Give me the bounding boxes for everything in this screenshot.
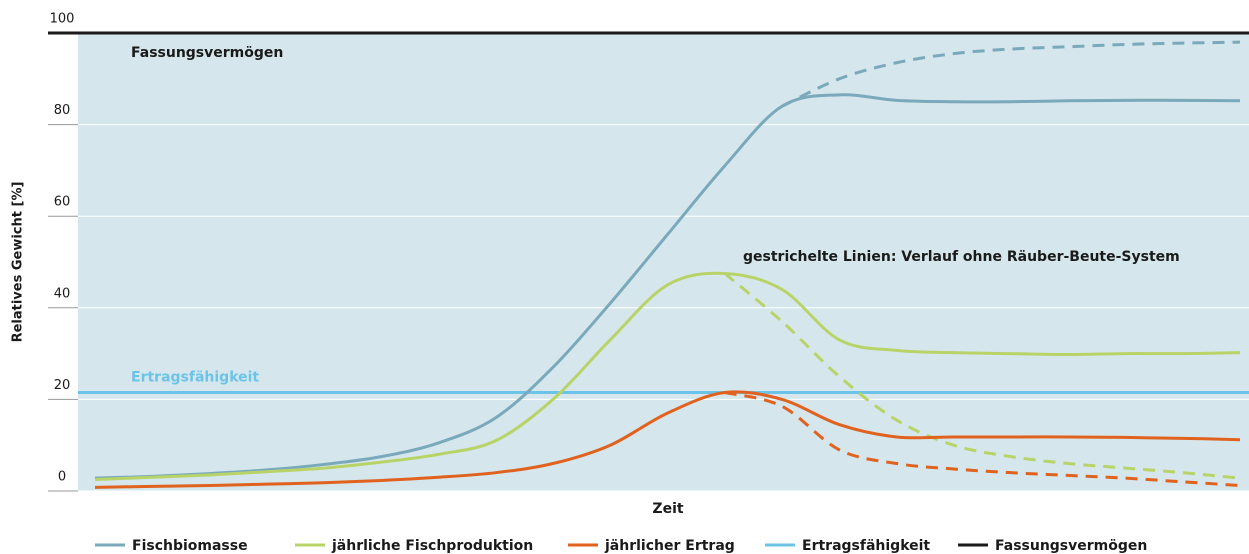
legend-label: jährliche Fischproduktion: [331, 538, 533, 554]
annotation: gestrichelte Linien: Verlauf ohne Räuber…: [743, 249, 1180, 265]
reference-label: Fassungsvermögen: [131, 45, 283, 61]
y-tick-label: 100: [50, 12, 75, 27]
y-tick-label: 60: [54, 195, 71, 210]
y-tick-label: 20: [54, 378, 71, 393]
line: [94, 93, 1241, 480]
x-axis-label: Zeit: [652, 501, 683, 517]
y-tick-label: 40: [54, 286, 71, 301]
reference-label: Ertragsfähigkeit: [131, 370, 259, 386]
y-axis-label: Relatives Gewicht [%]: [11, 182, 26, 343]
dashed-line: [723, 272, 1241, 480]
legend-label: Fischbiomasse: [132, 538, 248, 554]
y-tick-label: 0: [58, 470, 66, 485]
y-tick-label: 80: [54, 103, 71, 118]
legend-label: Ertragsfähigkeit: [802, 538, 930, 554]
legend-label: jährlicher Ertrag: [604, 538, 735, 554]
legend-label: Fassungsvermögen: [995, 538, 1147, 554]
dashed-line: [781, 40, 1241, 108]
line: [94, 390, 1241, 489]
dashed-line: [724, 391, 1241, 488]
line: [94, 271, 1241, 482]
